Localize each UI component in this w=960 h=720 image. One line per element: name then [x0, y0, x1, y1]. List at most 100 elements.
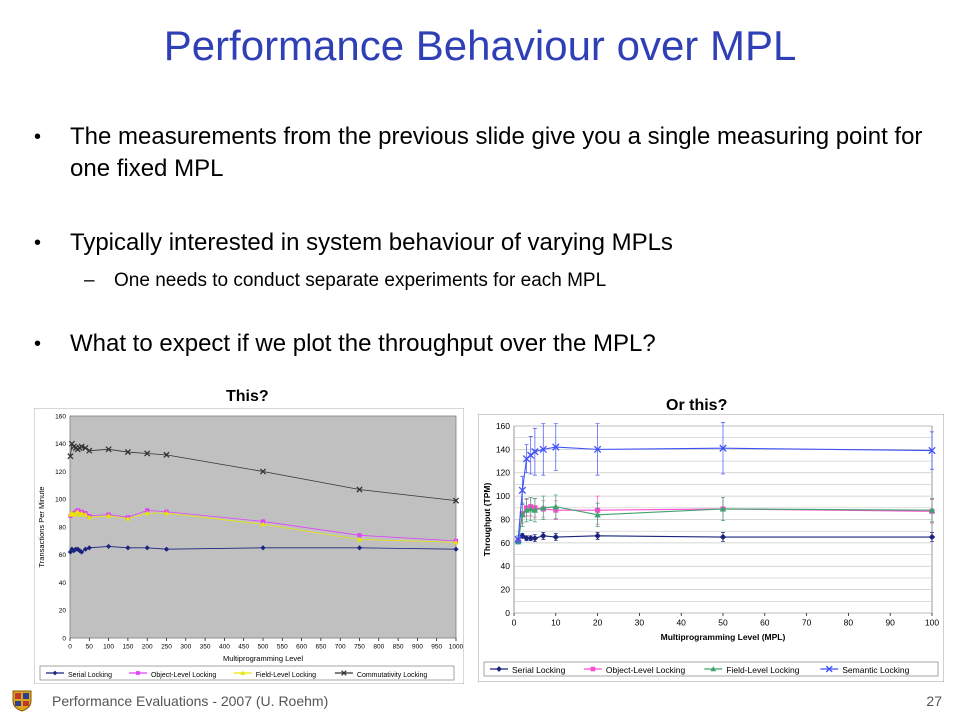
data-point [124, 449, 131, 456]
x-tick-label: 700 [335, 644, 346, 651]
data-point [594, 511, 601, 518]
y-tick-label: 40 [501, 561, 511, 571]
data-point [82, 546, 89, 552]
university-crest-icon [12, 690, 32, 712]
x-axis-label: Multiprogramming Level (MPL) [661, 632, 786, 642]
y-tick-label: 60 [501, 538, 511, 548]
legend-label: Object-Level Locking [151, 672, 216, 679]
y-tick-label: 160 [496, 421, 510, 431]
legend-label: Commutativity Locking [357, 672, 428, 679]
data-point [514, 535, 522, 544]
data-point [453, 546, 459, 552]
legend-marker [52, 670, 58, 676]
data-point [163, 546, 170, 552]
data-point [259, 468, 267, 475]
data-point [356, 486, 363, 493]
sub-bullet-item: – One needs to conduct separate experime… [84, 268, 914, 294]
legend-label: Serial Locking [512, 665, 566, 675]
x-tick-label: 80 [844, 618, 854, 628]
y-axis-label: Throughput (TPM) [482, 483, 492, 557]
x-tick-label: 30 [635, 618, 645, 628]
data-point [106, 513, 112, 518]
caption-left: This? [226, 388, 269, 405]
x-tick-label: 90 [885, 618, 895, 628]
y-axis-label: Transactions Per Minute [37, 486, 46, 567]
data-point [144, 450, 151, 457]
legend-marker [825, 665, 833, 673]
x-tick-label: 60 [760, 618, 770, 628]
data-point [519, 511, 526, 518]
legend-marker [240, 670, 246, 675]
data-point [531, 506, 539, 513]
legend-label: Field-Level Locking [256, 672, 316, 679]
y-tick-label: 140 [55, 441, 66, 448]
data-point [552, 533, 559, 541]
x-tick-label: 600 [296, 644, 307, 651]
x-tick-label: 500 [258, 644, 269, 651]
x-tick-label: 150 [122, 644, 133, 651]
y-tick-label: 120 [496, 468, 510, 478]
data-point [356, 545, 363, 551]
y-tick-label: 20 [59, 608, 67, 615]
page-number: 27 [926, 693, 942, 709]
legend-marker [496, 666, 502, 672]
x-tick-label: 750 [354, 644, 365, 651]
bullet-item: • The measurements from the previous sli… [34, 121, 930, 185]
data-point [452, 497, 460, 504]
data-point [519, 532, 526, 540]
y-tick-label: 160 [55, 413, 66, 420]
x-tick-label: 50 [86, 644, 94, 651]
y-tick-label: 40 [59, 580, 67, 587]
y-tick-label: 80 [501, 514, 511, 524]
data-point [527, 505, 534, 512]
data-point [552, 503, 559, 510]
legend-label: Object-Level Locking [606, 665, 686, 675]
data-point [531, 448, 539, 456]
data-point [105, 446, 112, 453]
y-tick-label: 140 [496, 444, 510, 454]
data-point [593, 445, 602, 454]
legend-marker [590, 666, 596, 672]
x-tick-label: 400 [219, 644, 230, 651]
x-tick-label: 0 [68, 644, 72, 651]
data-point [518, 486, 527, 494]
data-point [144, 510, 150, 516]
data-point [928, 446, 936, 455]
data-point [356, 536, 363, 542]
y-tick-label: 80 [59, 524, 67, 531]
data-point [539, 445, 547, 454]
data-point [67, 453, 74, 460]
x-tick-label: 100 [103, 644, 114, 651]
legend-marker [136, 671, 140, 675]
data-point [86, 447, 93, 454]
data-point [719, 505, 727, 512]
x-tick-label: 20 [593, 618, 603, 628]
data-point [145, 508, 150, 513]
data-point [357, 533, 362, 538]
x-axis-label: Multiprogramming Level [223, 654, 303, 663]
bullet-text: Typically interested in system behaviour… [70, 229, 673, 256]
legend-label: Serial Locking [68, 672, 112, 679]
legend-marker [341, 670, 347, 676]
data-point [78, 443, 85, 450]
x-tick-label: 350 [200, 644, 211, 651]
data-point [144, 545, 150, 551]
x-tick-label: 300 [180, 644, 191, 651]
bullet-dot-icon: • [34, 232, 42, 254]
data-point [86, 545, 92, 551]
x-tick-label: 50 [718, 618, 728, 628]
bullet-dot-icon: • [34, 333, 42, 355]
chart-this: 0 20 40 60 80 100 120 140 160 0 50 100 150 200 250 300 3… [34, 408, 464, 684]
data-point [540, 532, 547, 540]
data-point [125, 545, 131, 551]
chart-or-this: 0 20 40 60 80 100 120 140 160 0 10 20 30 40 50 60 70 80 90… [478, 414, 944, 682]
legend-label: Field-Level Locking [726, 665, 800, 675]
slide-footer: Performance Evaluations - 2007 (U. Roehm… [52, 693, 329, 709]
series-line [517, 535, 932, 541]
data-point [75, 509, 81, 514]
x-tick-label: 0 [512, 618, 517, 628]
x-tick-label: 1000 [449, 644, 464, 651]
data-point [125, 516, 131, 521]
x-tick-label: 850 [393, 644, 404, 651]
legend-marker [710, 666, 717, 672]
